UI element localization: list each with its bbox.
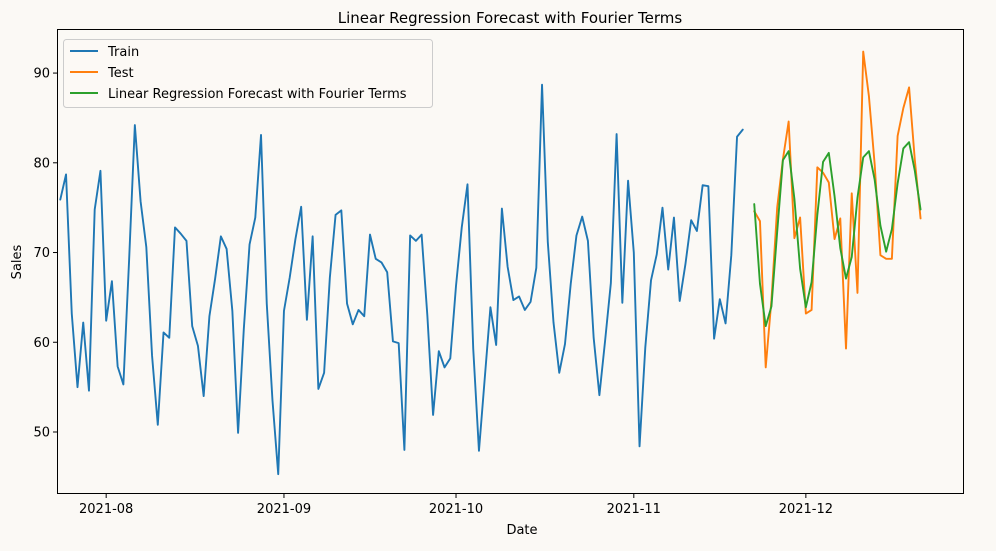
x-tick-label: 2021-11 xyxy=(607,502,661,517)
y-tick-label: 80 xyxy=(33,156,50,171)
legend-box xyxy=(63,39,433,108)
x-tick-label: 2021-10 xyxy=(429,502,483,517)
y-tick-label: 60 xyxy=(33,336,50,351)
x-axis-label: Date xyxy=(506,523,537,538)
x-axis: 2021-08 2021-09 2021-10 2021-11 2021-12 xyxy=(79,493,833,517)
series-line-3 xyxy=(753,141,922,328)
legend-label: Test xyxy=(107,66,134,81)
chart-title: Linear Regression Forecast with Fourier … xyxy=(338,9,683,27)
x-tick-label: 2021-12 xyxy=(779,502,833,517)
y-tick-label: 90 xyxy=(33,67,50,82)
legend: Train Test Linear Regression Forecast with… xyxy=(63,39,433,108)
y-axis-label: Sales xyxy=(10,244,25,279)
y-tick-label: 70 xyxy=(33,246,50,261)
legend-label: Linear Regression Forecast with Fourier … xyxy=(108,87,407,102)
series-line-1 xyxy=(59,83,744,476)
x-tick-label: 2021-08 xyxy=(79,502,133,517)
x-tick-label: 2021-09 xyxy=(257,502,311,517)
series-lines xyxy=(59,50,922,476)
legend-label: Train xyxy=(107,45,139,60)
y-tick-label: 50 xyxy=(33,425,50,440)
y-axis: 50 60 70 80 90 xyxy=(33,67,58,440)
